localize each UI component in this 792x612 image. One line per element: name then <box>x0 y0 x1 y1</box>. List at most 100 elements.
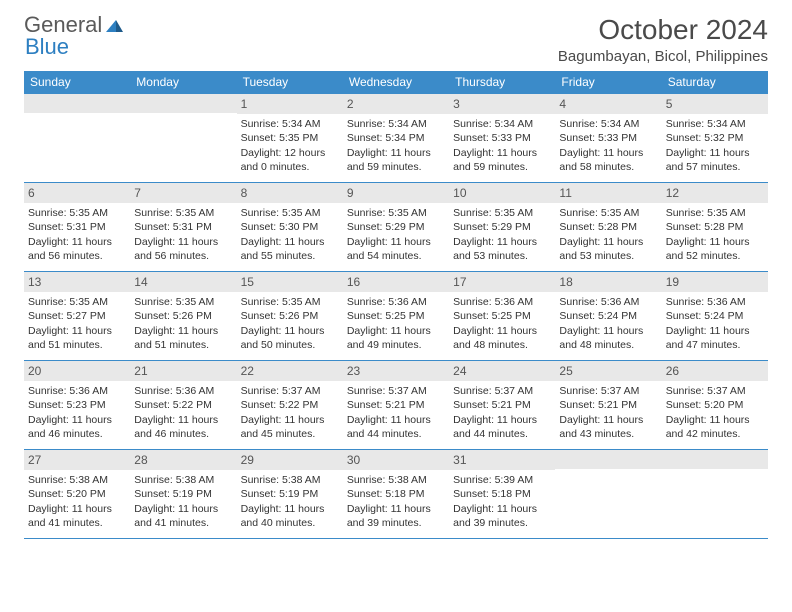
sunset-text: Sunset: 5:34 PM <box>347 131 445 145</box>
sunrise-text: Sunrise: 5:35 AM <box>347 206 445 220</box>
day-info: Sunrise: 5:35 AMSunset: 5:28 PMDaylight:… <box>559 206 657 263</box>
daylight-text: Daylight: 11 hours and 56 minutes. <box>28 235 126 263</box>
sunrise-text: Sunrise: 5:38 AM <box>134 473 232 487</box>
sunrise-text: Sunrise: 5:35 AM <box>241 206 339 220</box>
sunrise-text: Sunrise: 5:37 AM <box>453 384 551 398</box>
weekday-header-cell: Thursday <box>449 71 555 94</box>
daylight-text: Daylight: 11 hours and 53 minutes. <box>453 235 551 263</box>
sunset-text: Sunset: 5:25 PM <box>453 309 551 323</box>
day-cell: 8Sunrise: 5:35 AMSunset: 5:30 PMDaylight… <box>237 183 343 271</box>
day-number: 5 <box>662 94 768 114</box>
sunrise-text: Sunrise: 5:35 AM <box>28 206 126 220</box>
sunset-text: Sunset: 5:24 PM <box>666 309 764 323</box>
day-info: Sunrise: 5:35 AMSunset: 5:29 PMDaylight:… <box>453 206 551 263</box>
day-cell: 15Sunrise: 5:35 AMSunset: 5:26 PMDayligh… <box>237 272 343 360</box>
day-info: Sunrise: 5:35 AMSunset: 5:31 PMDaylight:… <box>28 206 126 263</box>
day-info: Sunrise: 5:36 AMSunset: 5:24 PMDaylight:… <box>666 295 764 352</box>
daylight-text: Daylight: 11 hours and 56 minutes. <box>134 235 232 263</box>
day-number: 4 <box>555 94 661 114</box>
sunset-text: Sunset: 5:22 PM <box>134 398 232 412</box>
sunrise-text: Sunrise: 5:36 AM <box>28 384 126 398</box>
sunset-text: Sunset: 5:28 PM <box>666 220 764 234</box>
day-number: 23 <box>343 361 449 381</box>
day-info: Sunrise: 5:36 AMSunset: 5:24 PMDaylight:… <box>559 295 657 352</box>
weeks-container: 1Sunrise: 5:34 AMSunset: 5:35 PMDaylight… <box>24 94 768 539</box>
empty-day-bar <box>555 450 661 469</box>
day-cell: 12Sunrise: 5:35 AMSunset: 5:28 PMDayligh… <box>662 183 768 271</box>
day-number: 20 <box>24 361 130 381</box>
day-number: 3 <box>449 94 555 114</box>
day-info: Sunrise: 5:35 AMSunset: 5:27 PMDaylight:… <box>28 295 126 352</box>
day-number: 19 <box>662 272 768 292</box>
sunset-text: Sunset: 5:28 PM <box>559 220 657 234</box>
sunrise-text: Sunrise: 5:35 AM <box>559 206 657 220</box>
day-info: Sunrise: 5:37 AMSunset: 5:22 PMDaylight:… <box>241 384 339 441</box>
day-info: Sunrise: 5:38 AMSunset: 5:20 PMDaylight:… <box>28 473 126 530</box>
day-number: 22 <box>237 361 343 381</box>
empty-day-bar <box>130 94 236 113</box>
day-info: Sunrise: 5:34 AMSunset: 5:32 PMDaylight:… <box>666 117 764 174</box>
day-number: 11 <box>555 183 661 203</box>
daylight-text: Daylight: 11 hours and 54 minutes. <box>347 235 445 263</box>
sunrise-text: Sunrise: 5:34 AM <box>453 117 551 131</box>
daylight-text: Daylight: 12 hours and 0 minutes. <box>241 146 339 174</box>
week-row: 13Sunrise: 5:35 AMSunset: 5:27 PMDayligh… <box>24 272 768 361</box>
week-row: 1Sunrise: 5:34 AMSunset: 5:35 PMDaylight… <box>24 94 768 183</box>
logo-text: General Blue <box>24 14 124 58</box>
day-cell <box>662 450 768 538</box>
day-number: 12 <box>662 183 768 203</box>
sunrise-text: Sunrise: 5:37 AM <box>666 384 764 398</box>
sunrise-text: Sunrise: 5:35 AM <box>134 295 232 309</box>
daylight-text: Daylight: 11 hours and 44 minutes. <box>347 413 445 441</box>
sunrise-text: Sunrise: 5:38 AM <box>241 473 339 487</box>
week-row: 20Sunrise: 5:36 AMSunset: 5:23 PMDayligh… <box>24 361 768 450</box>
sunset-text: Sunset: 5:27 PM <box>28 309 126 323</box>
day-number: 31 <box>449 450 555 470</box>
logo-word-blue: Blue <box>25 34 69 59</box>
sunset-text: Sunset: 5:25 PM <box>347 309 445 323</box>
day-cell: 13Sunrise: 5:35 AMSunset: 5:27 PMDayligh… <box>24 272 130 360</box>
day-info: Sunrise: 5:37 AMSunset: 5:21 PMDaylight:… <box>453 384 551 441</box>
day-info: Sunrise: 5:35 AMSunset: 5:30 PMDaylight:… <box>241 206 339 263</box>
daylight-text: Daylight: 11 hours and 49 minutes. <box>347 324 445 352</box>
day-info: Sunrise: 5:36 AMSunset: 5:25 PMDaylight:… <box>347 295 445 352</box>
day-number: 1 <box>237 94 343 114</box>
day-cell: 11 Sunrise: 5:35 AMSunset: 5:28 PMDayligh… <box>555 183 661 271</box>
calendar-grid: SundayMondayTuesdayWednesdayThursdayFrid… <box>24 71 768 539</box>
sunrise-text: Sunrise: 5:36 AM <box>134 384 232 398</box>
day-cell: 23 Sunrise: 5:37 AMSunset: 5:21 PMDayligh… <box>343 361 449 449</box>
logo-triangle-icon <box>106 14 124 36</box>
sunrise-text: Sunrise: 5:35 AM <box>241 295 339 309</box>
logo: General Blue <box>24 14 124 58</box>
sunset-text: Sunset: 5:22 PM <box>241 398 339 412</box>
sunrise-text: Sunrise: 5:36 AM <box>453 295 551 309</box>
day-info: Sunrise: 5:34 AMSunset: 5:33 PMDaylight:… <box>453 117 551 174</box>
weekday-header-cell: Tuesday <box>237 71 343 94</box>
sunset-text: Sunset: 5:18 PM <box>347 487 445 501</box>
day-number: 24 <box>449 361 555 381</box>
daylight-text: Daylight: 11 hours and 48 minutes. <box>559 324 657 352</box>
daylight-text: Daylight: 11 hours and 55 minutes. <box>241 235 339 263</box>
day-info: Sunrise: 5:38 AMSunset: 5:19 PMDaylight:… <box>241 473 339 530</box>
day-number: 18 <box>555 272 661 292</box>
day-cell: 29Sunrise: 5:38 AMSunset: 5:19 PMDayligh… <box>237 450 343 538</box>
day-cell: 9Sunrise: 5:35 AMSunset: 5:29 PMDaylight… <box>343 183 449 271</box>
sunset-text: Sunset: 5:18 PM <box>453 487 551 501</box>
day-info: Sunrise: 5:37 AMSunset: 5:20 PMDaylight:… <box>666 384 764 441</box>
day-number: 25 <box>555 361 661 381</box>
sunset-text: Sunset: 5:19 PM <box>134 487 232 501</box>
day-cell: 18 Sunrise: 5:36 AMSunset: 5:24 PMDayligh… <box>555 272 661 360</box>
sunrise-text: Sunrise: 5:36 AM <box>559 295 657 309</box>
daylight-text: Daylight: 11 hours and 50 minutes. <box>241 324 339 352</box>
day-cell: 10Sunrise: 5:35 AMSunset: 5:29 PMDayligh… <box>449 183 555 271</box>
day-info: Sunrise: 5:35 AMSunset: 5:31 PMDaylight:… <box>134 206 232 263</box>
daylight-text: Daylight: 11 hours and 44 minutes. <box>453 413 551 441</box>
daylight-text: Daylight: 11 hours and 43 minutes. <box>559 413 657 441</box>
daylight-text: Daylight: 11 hours and 41 minutes. <box>28 502 126 530</box>
daylight-text: Daylight: 11 hours and 41 minutes. <box>134 502 232 530</box>
sunset-text: Sunset: 5:21 PM <box>453 398 551 412</box>
day-info: Sunrise: 5:37 AMSunset: 5:21 PMDaylight:… <box>347 384 445 441</box>
day-number: 17 <box>449 272 555 292</box>
day-cell: 21Sunrise: 5:36 AMSunset: 5:22 PMDayligh… <box>130 361 236 449</box>
sunset-text: Sunset: 5:31 PM <box>134 220 232 234</box>
